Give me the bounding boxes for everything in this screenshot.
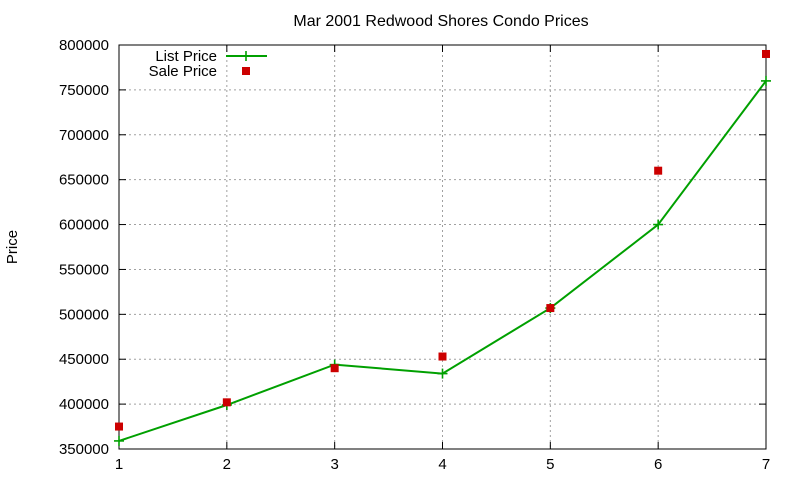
y-tick-label: 600000 (59, 217, 109, 234)
data-point-sale-price (546, 304, 555, 313)
y-tick-label: 500000 (59, 306, 109, 323)
y-axis-label: Price (4, 230, 21, 264)
series-sale-price (115, 49, 770, 431)
x-tick-label: 2 (223, 456, 231, 473)
data-point-sale-price (115, 422, 123, 431)
y-tick-label: 350000 (59, 441, 109, 458)
axis-ticks: 350000 400000 450000 500000 550000 600000 6500… (59, 37, 770, 473)
data-point-list-price (437, 368, 448, 379)
data-point-sale-price (762, 49, 770, 58)
y-tick-label: 700000 (59, 127, 109, 144)
grid (119, 45, 766, 449)
y-tick-label: 800000 (59, 37, 109, 54)
legend-marker-sale-price (242, 67, 250, 75)
data-point-sale-price (330, 364, 339, 373)
data-point-sale-price (222, 398, 231, 407)
x-tick-label: 5 (546, 456, 554, 473)
x-tick-label: 3 (330, 456, 338, 473)
y-tick-label: 750000 (59, 82, 109, 99)
data-point-sale-price (654, 166, 663, 175)
series (114, 49, 771, 446)
chart-title: Mar 2001 Redwood Shores Condo Prices (293, 13, 588, 30)
legend-marker-list-price (241, 51, 251, 61)
data-point-list-price (114, 435, 124, 446)
x-tick-label: 1 (115, 456, 123, 473)
x-tick-label: 7 (762, 456, 770, 473)
data-point-sale-price (438, 352, 447, 361)
legend-label-list-price: List Price (155, 48, 217, 65)
y-tick-label: 550000 (59, 261, 109, 278)
x-tick-label: 4 (438, 456, 446, 473)
y-tick-label: 400000 (59, 396, 109, 413)
y-tick-label: 650000 (59, 172, 109, 189)
x-tick-label: 6 (654, 456, 662, 473)
data-point-list-price (761, 75, 771, 86)
data-point-list-price (653, 219, 664, 230)
y-tick-label: 450000 (59, 351, 109, 368)
legend-label-sale-price: Sale Price (149, 63, 217, 80)
